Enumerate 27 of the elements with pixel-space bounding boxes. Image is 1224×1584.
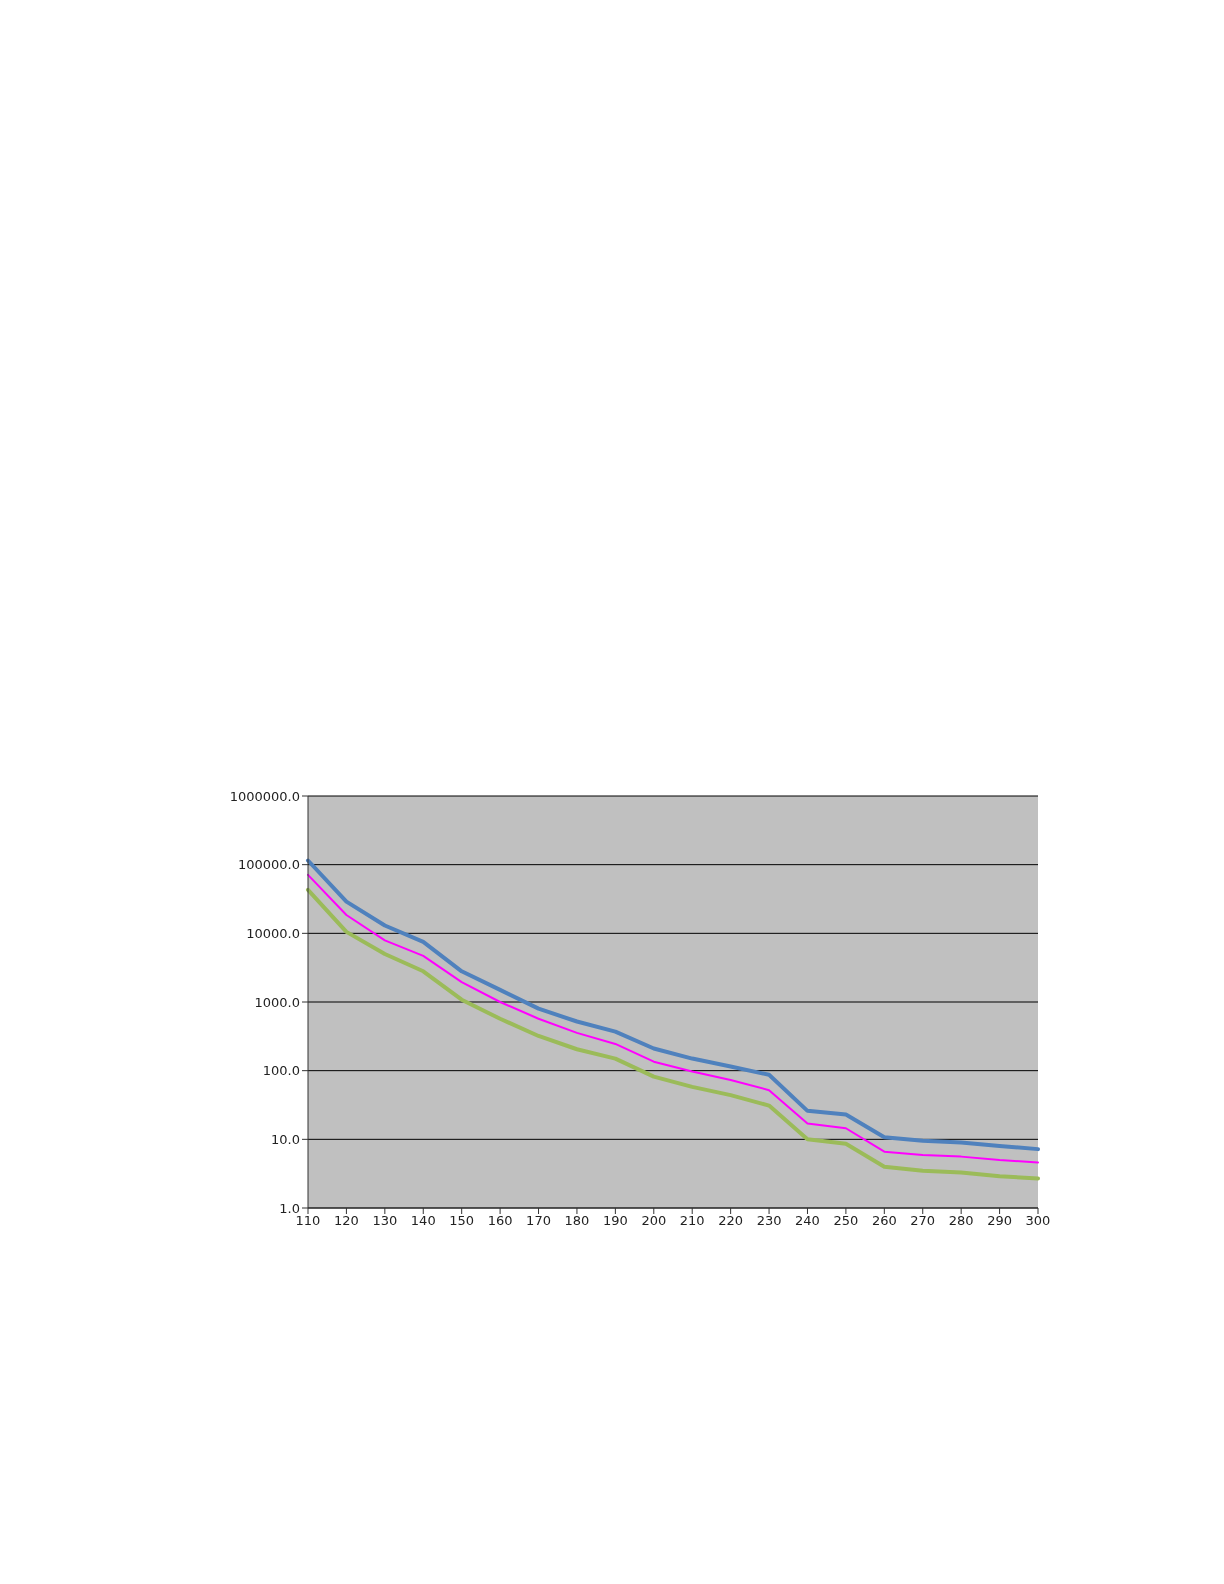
x-tick-label: 200 xyxy=(641,1213,667,1229)
y-tick-label: 100.0 xyxy=(262,1063,300,1079)
y-tick-label: 10.0 xyxy=(271,1131,300,1147)
y-tick-label: 1000.0 xyxy=(254,994,300,1010)
x-tick-label: 190 xyxy=(602,1213,628,1229)
x-tick-label: 220 xyxy=(718,1213,744,1229)
x-tick-label: 170 xyxy=(526,1213,551,1229)
x-tick-label: 290 xyxy=(987,1213,1012,1229)
x-tick-label: 280 xyxy=(948,1213,974,1229)
y-tick-label: 1.0 xyxy=(279,1200,300,1216)
x-tick-label: 140 xyxy=(410,1213,436,1229)
x-tick-label: 110 xyxy=(295,1213,321,1229)
x-tick-label: 300 xyxy=(1025,1213,1051,1229)
x-tick-label: 130 xyxy=(372,1213,398,1229)
y-tick-label: 10000.0 xyxy=(246,925,300,941)
y-tick-label: 1000000.0 xyxy=(229,788,300,804)
x-tick-label: 150 xyxy=(449,1213,475,1229)
x-tick-label: 260 xyxy=(871,1213,897,1229)
x-tick-label: 270 xyxy=(910,1213,936,1229)
x-tick-label: 240 xyxy=(795,1213,820,1229)
x-tick-label: 180 xyxy=(564,1213,590,1229)
x-tick-label: 250 xyxy=(833,1213,859,1229)
x-tick-label: 160 xyxy=(487,1213,513,1229)
x-tick-label: 210 xyxy=(679,1213,705,1229)
x-tick-label: 230 xyxy=(756,1213,782,1229)
y-tick-label: 100000.0 xyxy=(237,857,300,873)
x-tick-label: 120 xyxy=(334,1213,359,1229)
